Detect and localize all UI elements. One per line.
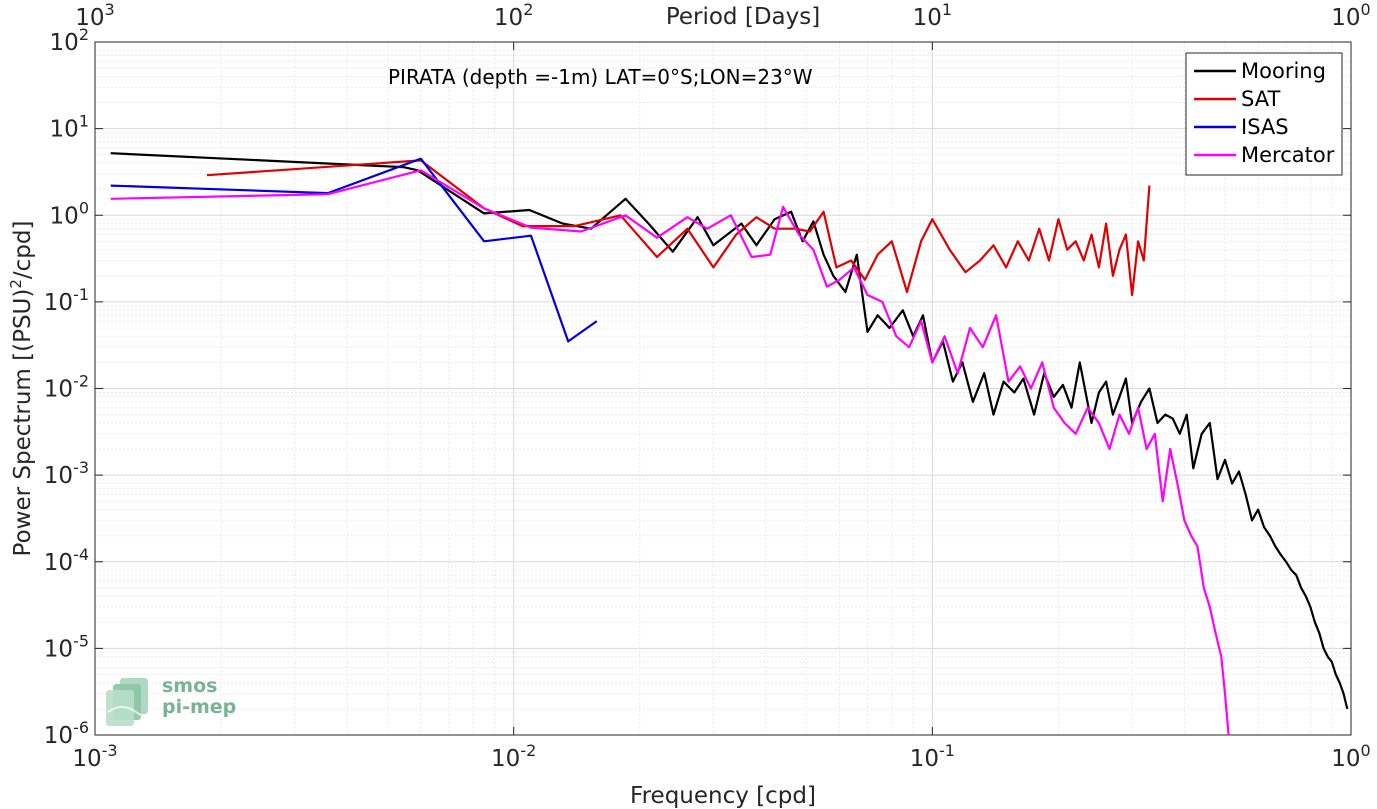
y-tick-label: 10-4 — [44, 545, 89, 576]
y-tick-label: 102 — [50, 25, 89, 56]
logo-text-pimep: pi-mep — [162, 696, 236, 718]
y-tick-label: 10-3 — [44, 458, 89, 489]
x-tick-label: 10-3 — [72, 741, 117, 772]
logo-mark-icon — [106, 678, 165, 726]
y-tick-label: 10-2 — [44, 372, 89, 403]
y-axis-title: Power Spectrum [(PSU)2/cpd] — [7, 221, 36, 557]
y-axis-title-exponent: 2 — [7, 279, 25, 289]
y-tick-label: 10-5 — [44, 631, 89, 662]
series-line-mercator — [110, 169, 1230, 736]
x-tick-label: 10-2 — [491, 741, 536, 772]
series-lines — [110, 152, 1349, 736]
logo-text-smos: smos — [162, 675, 217, 697]
y-tick-label: 10-6 — [44, 718, 89, 749]
legend-label-isas: ISAS — [1241, 115, 1289, 139]
grid — [94, 41, 1352, 736]
x-tick-label: 100 — [1331, 741, 1370, 772]
y-axis-title-main: Power Spectrum [(PSU) — [10, 289, 36, 557]
y-axis-title-tail: /cpd] — [10, 221, 36, 280]
top-tick-label: 102 — [494, 0, 533, 31]
top-tick-label: 100 — [1331, 0, 1370, 31]
x-axis-title: Frequency [cpd] — [630, 783, 816, 809]
x-tick-label: 10-1 — [910, 741, 955, 772]
y-tick-label: 10-1 — [44, 285, 89, 316]
top-axis-title: Period [Days] — [666, 4, 820, 30]
legend-items: Mooring SAT ISAS Mercator — [1194, 59, 1335, 167]
smos-pi-mep-logo: smos pi-mep — [106, 675, 236, 726]
legend-label-sat: SAT — [1241, 87, 1280, 111]
legend-label-mercator: Mercator — [1241, 143, 1335, 167]
chart-annotation: PIRATA (depth =-1m) LAT=0°S;LON=23°W — [388, 65, 813, 89]
series-line-mooring — [110, 152, 1349, 710]
y-tick-label: 100 — [50, 198, 89, 229]
y-tick-label: 101 — [50, 112, 89, 143]
legend: Mooring SAT ISAS Mercator — [1185, 52, 1343, 176]
legend-label-mooring: Mooring — [1241, 59, 1326, 83]
top-tick-label: 103 — [75, 0, 114, 31]
top-tick-label: 101 — [913, 0, 952, 31]
series-line-sat — [206, 159, 1151, 297]
